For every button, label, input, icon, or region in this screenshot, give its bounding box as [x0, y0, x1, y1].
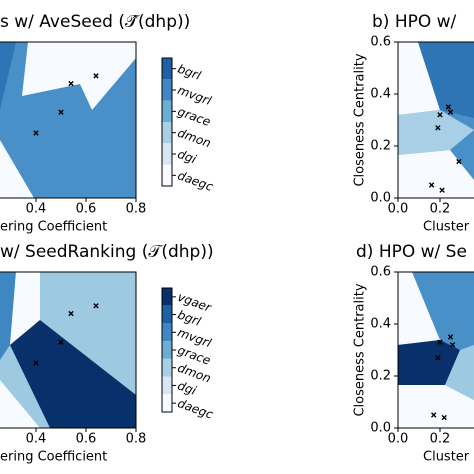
x-tick-label: 0.8 [126, 432, 147, 447]
colorbar-label: daegc [176, 168, 216, 194]
colorbar-swatch [162, 341, 172, 359]
x-axis-label: ering Coefficient [0, 450, 107, 465]
point-marker [431, 412, 437, 418]
panel-title: b) HPO w/ [372, 12, 457, 32]
point-marker [447, 109, 454, 115]
panel-title: w/ SeedRanking (𝒯(dhp)) [0, 242, 214, 262]
colorbar-frame [161, 287, 173, 413]
x-tick-label: 0.6 [76, 202, 97, 217]
y-tick-label: 0.2 [370, 369, 391, 384]
point-marker [439, 187, 445, 193]
x-tick-label: 0.6 [76, 432, 97, 447]
axes-frames [0, 41, 474, 429]
point-marker [435, 355, 441, 361]
colorbar-label: daegc [176, 396, 216, 422]
point-marker [68, 80, 74, 87]
y-tick-label: 0.6 [370, 35, 391, 50]
regions [0, 272, 136, 428]
point-marker [449, 342, 456, 348]
colorbar-swatch [162, 288, 172, 306]
point-marker [58, 109, 64, 115]
point-marker [456, 158, 462, 165]
x-tick-label: 0.0 [388, 432, 409, 447]
colorbar-label: dgi [176, 378, 199, 398]
x-tick-label: 0.8 [126, 202, 147, 217]
regions [0, 42, 136, 198]
point-marker [33, 360, 39, 366]
colorbar-swatch [162, 394, 172, 412]
x-axis-label: Cluster [423, 450, 470, 465]
colorbar-swatch [162, 358, 172, 377]
colorbar-swatch [162, 58, 172, 80]
colorbar-swatch [162, 305, 172, 324]
point-marker [435, 125, 441, 131]
point-marker [68, 310, 74, 317]
point-marker [445, 104, 452, 110]
point-marker [58, 339, 64, 345]
x-axis-label: ering Coefficient [0, 220, 107, 235]
y-axis-label: Closeness Centrality [353, 53, 368, 186]
colorbar-swatch [162, 376, 172, 395]
colorbar-swatch [162, 323, 172, 342]
point-marker [33, 130, 39, 136]
y-axis-label: Closeness Centrality [353, 283, 368, 416]
colorbar-label: dgi [176, 147, 199, 167]
colorbar-swatch [162, 143, 172, 165]
y-tick-label: 0.0 [370, 191, 391, 206]
y-tick-label: 0.4 [370, 317, 391, 332]
x-tick-label: 0.4 [26, 202, 47, 217]
y-tick-label: 0.2 [370, 139, 391, 154]
point-marker [447, 334, 454, 340]
x-tick-label: 0.0 [388, 202, 409, 217]
panel-title: s w/ AveSeed (𝒯̂(dhp)) [0, 12, 190, 32]
point-marker [437, 339, 443, 345]
y-tick-label: 0.0 [370, 421, 391, 436]
point-marker [428, 182, 435, 188]
point-marker [441, 414, 447, 421]
regions [398, 42, 474, 198]
y-tick-label: 0.4 [370, 87, 391, 102]
regions [398, 272, 474, 428]
colorbar-swatch [162, 122, 172, 144]
y-tick-label: 0.6 [370, 265, 391, 280]
colorbar-label: bgrl [176, 62, 203, 83]
x-tick-label: 0.4 [26, 432, 47, 447]
colorbar-swatch [162, 164, 172, 186]
point-marker [93, 73, 99, 79]
colorbar-swatch [162, 79, 172, 101]
point-marker [93, 303, 99, 309]
colorbar-frame [161, 57, 173, 187]
x-axis-label: Cluster [423, 220, 470, 235]
x-tick-label: 0.2 [430, 432, 451, 447]
panel-title: d) HPO w/ Se [356, 242, 467, 262]
x-tick-label: 0.2 [430, 202, 451, 217]
colorbar-swatch [162, 100, 172, 122]
point-marker [437, 112, 443, 118]
